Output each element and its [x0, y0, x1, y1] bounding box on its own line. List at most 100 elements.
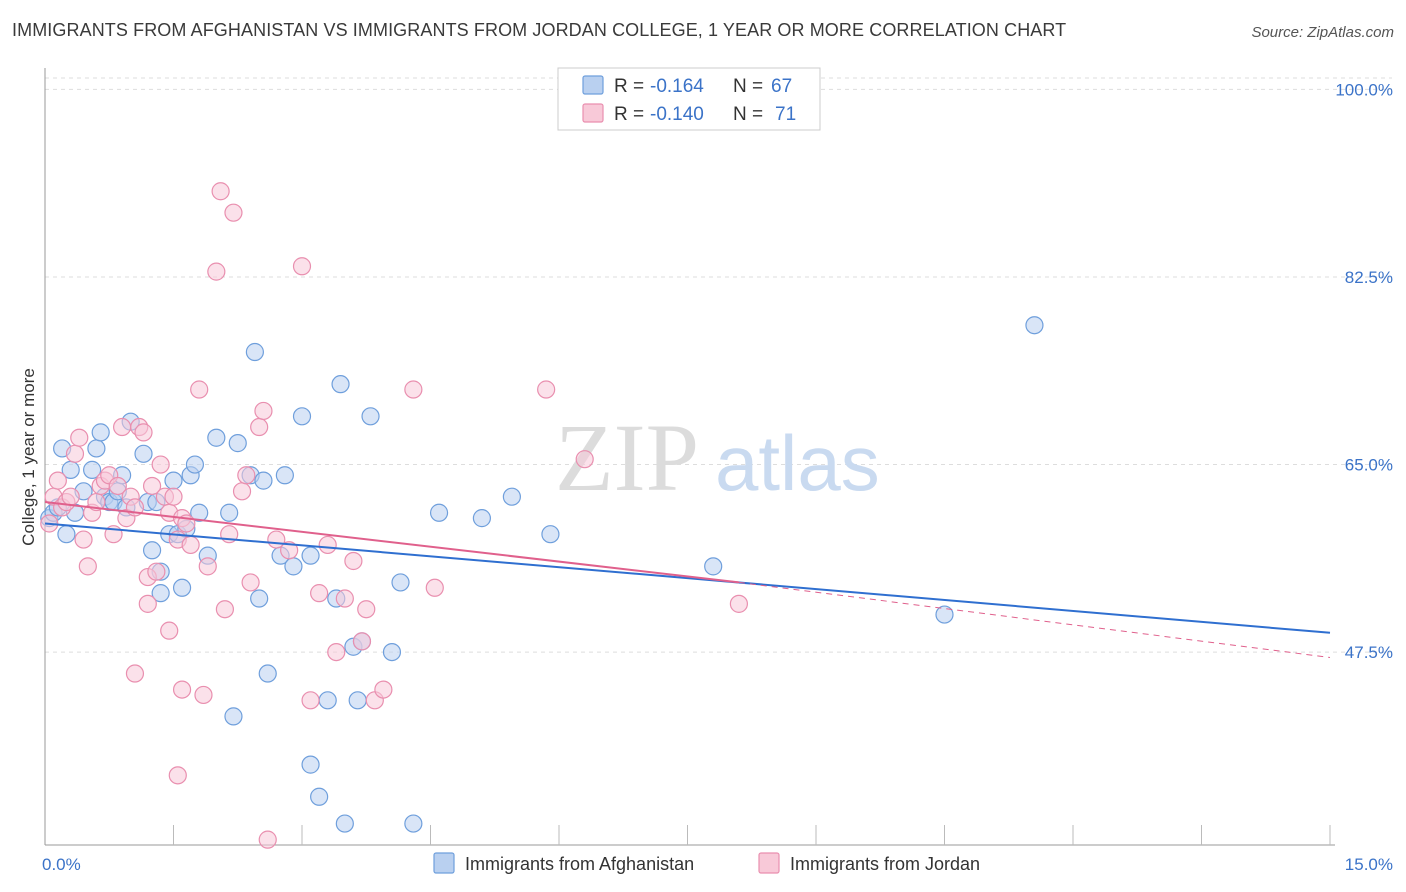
jordan-point: [335, 589, 354, 608]
jordan-trend-line: [44, 501, 740, 584]
jordan-point: [65, 444, 85, 463]
afghanistan-point: [541, 525, 560, 544]
jordan-point: [160, 621, 179, 640]
afghanistan-point: [391, 573, 410, 592]
bottom-legend-label-jordan: Immigrants from Jordan: [790, 854, 980, 874]
afghanistan-point: [361, 407, 380, 426]
afghanistan-point: [404, 814, 423, 833]
bottom-legend-swatch-afghanistan: [433, 852, 455, 874]
afghanistan-point: [87, 439, 106, 458]
jordan-point: [181, 535, 200, 555]
jordan-point: [61, 487, 80, 506]
afghanistan-point: [275, 466, 294, 485]
jordan-point: [134, 423, 153, 442]
afghanistan-point: [172, 578, 192, 597]
jordan-point: [318, 535, 337, 555]
afghanistan-point: [348, 691, 367, 710]
jordan-point: [344, 551, 363, 571]
afghanistan-point: [134, 444, 153, 463]
jordan-point: [232, 482, 252, 501]
jordan-point: [357, 600, 376, 619]
jordan-point: [575, 450, 594, 469]
jordan-point: [258, 830, 277, 849]
legend-n-value-jordan: 71: [775, 104, 796, 125]
bottom-legend-swatch-jordan: [758, 852, 780, 874]
legend-swatch-jordan: [582, 103, 604, 123]
jordan-point: [537, 380, 556, 399]
afghanistan-point: [331, 375, 350, 394]
jordan-point: [70, 428, 89, 447]
jordan-point: [142, 476, 162, 496]
y-tick-labels: 47.5% 65.0% 82.5% 100.0%: [1335, 80, 1393, 662]
jordan-point: [151, 455, 170, 474]
jordan-point: [74, 530, 93, 549]
afghanistan-point: [472, 509, 491, 528]
jordan-points: [40, 182, 749, 849]
jordan-point: [172, 680, 192, 699]
legend-r-label-jordan: R =: [614, 104, 644, 125]
jordan-point: [112, 417, 132, 437]
y-tick-label: 47.5%: [1345, 643, 1393, 662]
jordan-point: [164, 487, 183, 506]
afghanistan-trend-line: [44, 522, 1331, 634]
afghanistan-point: [382, 642, 402, 662]
jordan-point: [215, 600, 234, 619]
jordan-point: [211, 182, 230, 201]
jordan-point: [147, 562, 166, 581]
jordan-point: [241, 573, 260, 592]
legend-r-label-afghanistan: R =: [614, 76, 644, 97]
afghanistan-point: [935, 605, 954, 624]
afghanistan-point: [220, 503, 239, 522]
jordan-point: [280, 541, 299, 560]
afghanistan-point: [335, 814, 354, 833]
afghanistan-point: [91, 423, 110, 442]
afghanistan-point: [164, 471, 183, 490]
jordan-point: [48, 471, 67, 490]
jordan-point: [729, 594, 749, 613]
watermark-atlas: atlas: [715, 419, 880, 507]
jordan-point: [198, 557, 217, 576]
legend-swatch-afghanistan: [582, 75, 604, 95]
afghanistan-point: [284, 557, 303, 576]
afghanistan-point: [301, 755, 320, 774]
jordan-point: [254, 401, 273, 421]
afghanistan-point: [151, 584, 170, 603]
axes: [44, 68, 1335, 846]
x-tick-label-min: 0.0%: [42, 855, 81, 874]
afghanistan-point: [301, 546, 320, 565]
jordan-point: [310, 584, 329, 603]
afghanistan-point: [57, 525, 76, 544]
jordan-point: [237, 466, 256, 485]
y-tick-label: 65.0%: [1345, 456, 1393, 475]
afghanistan-point: [258, 664, 277, 683]
afghanistan-point: [185, 455, 205, 474]
x-tick-label-max: 15.0%: [1345, 855, 1393, 874]
afghanistan-point: [207, 428, 226, 447]
afghanistan-point: [1025, 316, 1044, 335]
afghanistan-point: [142, 541, 162, 560]
legend-r-value-afghanistan: -0.164: [650, 76, 704, 97]
jordan-point: [138, 594, 157, 613]
afghanistan-point: [704, 557, 723, 576]
jordan-point: [250, 417, 269, 437]
y-tick-label: 100.0%: [1335, 80, 1393, 99]
afghanistan-point: [429, 503, 449, 522]
jordan-point: [168, 766, 187, 785]
jordan-trend-extension: [738, 581, 1331, 658]
jordan-point: [194, 685, 213, 705]
jordan-point: [78, 557, 97, 576]
afghanistan-point: [83, 460, 102, 479]
trend-lines: [44, 501, 1331, 658]
afghanistan-point: [224, 707, 243, 726]
afghanistan-point: [502, 487, 521, 506]
source-label: Source: ZipAtlas.com: [1251, 24, 1394, 41]
afghanistan-point: [190, 503, 209, 522]
jordan-point: [301, 691, 320, 710]
jordan-point: [125, 664, 145, 683]
jordan-point: [224, 203, 243, 222]
y-axis-label: College, 1 year or more: [19, 368, 38, 546]
afghanistan-point: [310, 787, 329, 806]
jordan-point: [108, 476, 127, 496]
jordan-point: [404, 380, 423, 399]
